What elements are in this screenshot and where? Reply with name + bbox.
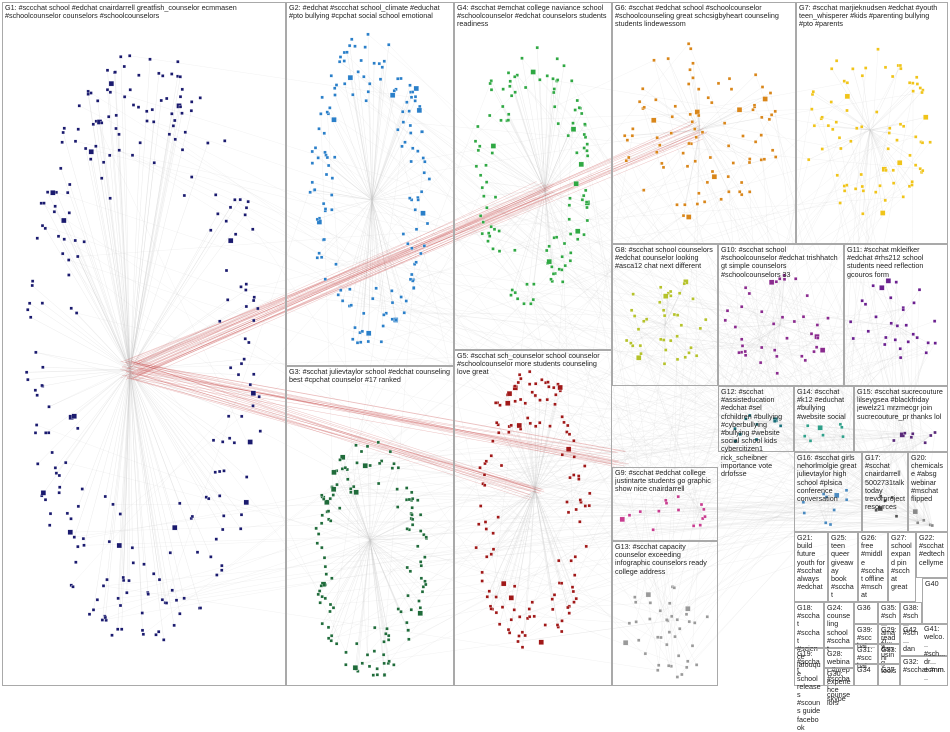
group-panel-G5: G5: #scchat sch_counselor school counsel… [454,350,612,686]
group-panel-G8: G8: #scchat school counselors #edchat co… [612,244,718,386]
group-label: G30: experience skype [827,670,851,703]
group-label: G34 [857,666,875,674]
group-label: G4: #scchat #emchat college naviance sch… [457,4,609,29]
group-panel-G6: G6: #scchat #edchat school #schoolcounse… [612,2,796,244]
group-label: G1: #sccchat school #edchat cnairdarrell… [5,4,283,20]
group-panel-G20: G20: chemicalse #absg webinar #mschat fl… [908,452,948,532]
group-label: G33: hi [881,646,897,662]
group-panel-G31: G31: #scchat [854,644,878,664]
group-label: G6: #scchat #edchat school #schoolcounse… [615,4,793,29]
group-label: G22: #scchat #edtech cellyme [919,534,945,567]
group-panel-G21: G21: build future youth for #scchat alwa… [794,532,828,602]
group-panel-G11: G11: #scchat mkleifker #edchat #rhs212 s… [844,244,948,386]
group-panel-G29: G29: ready using tools [878,624,900,644]
group-label: G26: free #middle #scchat offline #mscha… [861,534,885,600]
group-label: G41: welco... #sch... dr... ecmm... [924,625,946,682]
group-label: G19: #scchat school releases #scouns gui… [797,650,821,732]
group-panel-G1: G1: #sccchat school #edchat cnairdarrell… [2,2,286,686]
group-panel-G38: G38: #sch... #sch... dan [900,602,922,624]
group-panel-G19: G19: #scchat school releases #scouns gui… [794,648,824,686]
group-label: G12: #scchat #assisteducation #edchat #s… [721,388,791,478]
group-label: G27: school expand pin #scchat great [891,534,913,591]
group-label: G21: build future youth for #scchat alwa… [797,534,825,591]
group-label: G25: teen queer giveaway book #scchat [831,534,855,600]
network-graph: G1: #sccchat school #edchat cnairdarrell… [0,0,950,688]
group-panel-G41: G40 [922,578,948,624]
group-panel-G37: G37 [878,664,900,686]
group-label: G37 [881,666,897,674]
group-panel-G14: G14: #scchat #k12 #educhat #bullying #we… [794,386,854,452]
group-label: G9: #scchat #edchat college justintarte … [615,469,715,494]
group-label: G17: #scchat cnairdarrell 5002731talk to… [865,454,905,511]
group-panel-G2: G2: #edchat #sccchat school_climate #edu… [286,2,454,366]
group-label: G5: #scchat sch_counselor school counsel… [457,352,609,377]
group-panel-G28: G28: webinar #prep #scchat counselors [824,648,854,668]
group-label: G20: chemicalse #absg webinar #mschat fl… [911,454,945,503]
group-label: G7: #scchat marjieknudsen #edchat #youth… [799,4,945,29]
group-panel-G26: G26: free #middle #scchat offline #mscha… [858,532,888,602]
group-panel-G12: G12: #scchat #assisteducation #edchat #s… [718,386,794,452]
group-panel-G25: G25: teen queer giveaway book #scchat [828,532,858,602]
group-panel-G24: G24: counseling school #scchat [824,602,854,648]
group-panel-G34: G34 [854,664,878,686]
group-panel-G30: G30: experience skype [824,668,854,686]
group-panel-G40: G39: #scchat ... [854,624,878,644]
group-label: G24: counseling school #scchat [827,604,851,653]
group-panel-G35: G35: #sch... amazi... dan [878,602,900,624]
group-panel-G4: G4: #scchat #emchat college naviance sch… [454,2,612,350]
group-panel-G36: G36 [854,602,878,624]
group-label: G10: #scchat school #schoolcounselor #ed… [721,246,841,279]
group-label: G36 [857,604,875,612]
group-panel-G3: G3: #scchat julievtaylor school #edchat … [286,366,454,686]
group-label: G2: #edchat #sccchat school_climate #edu… [289,4,451,20]
group-panel-G9: G9: #scchat #edchat college justintarte … [612,467,718,541]
group-panel-G27: G27: school expand pin #scchat great [888,532,916,602]
group-panel-G15: G15: #scchat sucrecouture lilseygsea #bl… [854,386,948,452]
group-label: G3: #scchat julievtaylor school #edchat … [289,368,451,384]
group-label: G13: #scchat capacity counselor exceedin… [615,543,715,576]
group-label: G11: #scchat mkleifker #edchat #rhs212 s… [847,246,945,279]
group-label: G40 [925,580,945,588]
group-panel-G22: G22: #scchat #edtech cellyme [916,532,948,578]
group-panel-G17: G17: #scchat cnairdarrell 5002731talk to… [862,452,908,532]
group-panel-G18: G18: #scchat #scchat #science lafouque [794,602,824,648]
group-label: G14: #scchat #k12 #educhat #bullying #we… [797,388,851,421]
group-panel-G10: G10: #scchat school #schoolcounselor #ed… [718,244,844,386]
group-panel-G33: G33: hi [878,644,900,664]
group-label: G15: #scchat sucrecouture lilseygsea #bl… [857,388,945,421]
group-label: G16: #scchat girls nehorlmolgie great ju… [797,454,859,503]
group-panel-G13: G13: #scchat capacity counselor exceedin… [612,541,718,686]
group-panel-G7: G7: #scchat marjieknudsen #edchat #youth… [796,2,948,244]
group-label: G8: #scchat school counselors #edchat co… [615,246,715,271]
group-panel-G16: G16: #scchat girls nehorlmolgie great ju… [794,452,862,532]
